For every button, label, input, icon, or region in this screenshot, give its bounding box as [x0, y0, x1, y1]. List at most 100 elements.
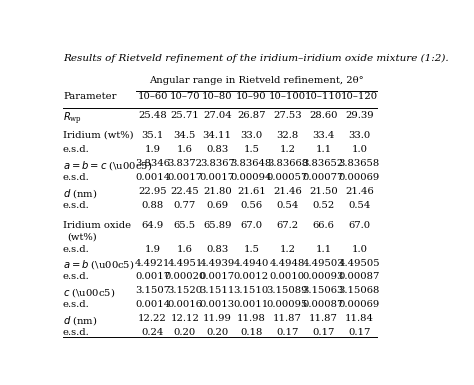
- Text: 0.0017: 0.0017: [200, 273, 235, 281]
- Text: 10–110: 10–110: [305, 92, 342, 101]
- Text: 11.99: 11.99: [203, 314, 232, 323]
- Text: 21.50: 21.50: [309, 187, 338, 196]
- Text: 0.83: 0.83: [206, 244, 228, 254]
- Text: 10–80: 10–80: [202, 92, 233, 101]
- Text: Angular range in Rietveld refinement, 2θ°: Angular range in Rietveld refinement, 2θ…: [149, 76, 364, 85]
- Text: 3.15068: 3.15068: [339, 286, 380, 295]
- Text: 1.1: 1.1: [315, 244, 331, 254]
- Text: 0.83: 0.83: [206, 145, 228, 154]
- Text: 21.46: 21.46: [273, 187, 302, 196]
- Text: 0.0012: 0.0012: [234, 273, 269, 281]
- Text: 4.4951: 4.4951: [167, 258, 202, 268]
- Text: 1.2: 1.2: [279, 145, 295, 154]
- Text: 35.1: 35.1: [141, 131, 164, 140]
- Text: 11.98: 11.98: [237, 314, 266, 323]
- Text: $d$ (nm): $d$ (nm): [63, 314, 98, 327]
- Text: 1.5: 1.5: [243, 244, 259, 254]
- Text: 0.88: 0.88: [141, 201, 164, 210]
- Text: 22.45: 22.45: [171, 187, 199, 196]
- Text: 0.00093: 0.00093: [303, 273, 344, 281]
- Text: $R_\mathregular{wp}$: $R_\mathregular{wp}$: [63, 111, 82, 127]
- Text: 3.1511: 3.1511: [200, 286, 235, 295]
- Text: 0.00069: 0.00069: [339, 173, 380, 182]
- Text: 3.83658: 3.83658: [339, 159, 380, 168]
- Text: 3.83648: 3.83648: [231, 159, 272, 168]
- Text: e.s.d.: e.s.d.: [63, 300, 90, 309]
- Text: 3.1510: 3.1510: [234, 286, 269, 295]
- Text: 0.00095: 0.00095: [267, 300, 308, 309]
- Text: 3.8367: 3.8367: [200, 159, 235, 168]
- Text: 0.00057: 0.00057: [267, 173, 308, 182]
- Text: $d$ (nm): $d$ (nm): [63, 187, 98, 200]
- Text: 10–100: 10–100: [269, 92, 306, 101]
- Text: 67.0: 67.0: [240, 221, 263, 230]
- Text: 21.61: 21.61: [237, 187, 266, 196]
- Text: e.s.d.: e.s.d.: [63, 201, 90, 210]
- Text: $a = b = c$ (\u00c5): $a = b = c$ (\u00c5): [63, 159, 152, 172]
- Text: 12.22: 12.22: [138, 314, 167, 323]
- Text: 3.1520: 3.1520: [167, 286, 202, 295]
- Text: 4.4939: 4.4939: [200, 258, 235, 268]
- Text: 11.87: 11.87: [309, 314, 338, 323]
- Text: 1.6: 1.6: [177, 145, 193, 154]
- Text: 0.20: 0.20: [174, 328, 196, 337]
- Text: 22.95: 22.95: [138, 187, 167, 196]
- Text: 0.0013: 0.0013: [200, 300, 235, 309]
- Text: e.s.d.: e.s.d.: [63, 273, 90, 281]
- Text: 0.0014: 0.0014: [135, 173, 170, 182]
- Text: 3.1507: 3.1507: [135, 286, 170, 295]
- Text: 0.00069: 0.00069: [339, 300, 380, 309]
- Text: 3.83652: 3.83652: [303, 159, 344, 168]
- Text: 4.4940: 4.4940: [234, 258, 269, 268]
- Text: 25.71: 25.71: [171, 111, 199, 120]
- Text: 11.84: 11.84: [345, 314, 374, 323]
- Text: Iridium (wt%): Iridium (wt%): [63, 131, 134, 140]
- Text: 3.15063: 3.15063: [303, 286, 344, 295]
- Text: 0.0017: 0.0017: [135, 273, 170, 281]
- Text: 0.54: 0.54: [276, 201, 299, 210]
- Text: 27.53: 27.53: [273, 111, 301, 120]
- Text: 4.4948: 4.4948: [270, 258, 305, 268]
- Text: 10–120: 10–120: [341, 92, 378, 101]
- Text: e.s.d.: e.s.d.: [63, 244, 90, 254]
- Text: 0.69: 0.69: [206, 201, 228, 210]
- Text: Results of Rietveld refinement of the iridium–iridium oxide mixture (1:2).: Results of Rietveld refinement of the ir…: [63, 54, 448, 63]
- Text: 1.6: 1.6: [177, 244, 193, 254]
- Text: (wt%): (wt%): [67, 233, 97, 242]
- Text: 65.89: 65.89: [203, 221, 231, 230]
- Text: 0.54: 0.54: [348, 201, 371, 210]
- Text: 0.20: 0.20: [206, 328, 228, 337]
- Text: 0.00087: 0.00087: [339, 273, 380, 281]
- Text: 1.1: 1.1: [315, 145, 331, 154]
- Text: 0.52: 0.52: [312, 201, 335, 210]
- Text: 3.15089: 3.15089: [266, 286, 308, 295]
- Text: 1.0: 1.0: [351, 244, 367, 254]
- Text: 1.9: 1.9: [145, 145, 161, 154]
- Text: 34.5: 34.5: [173, 131, 196, 140]
- Text: 4.4921: 4.4921: [135, 258, 170, 268]
- Text: 0.0014: 0.0014: [135, 300, 170, 309]
- Text: 0.56: 0.56: [240, 201, 263, 210]
- Text: 21.46: 21.46: [345, 187, 374, 196]
- Text: Parameter: Parameter: [63, 92, 117, 101]
- Text: e.s.d.: e.s.d.: [63, 173, 90, 182]
- Text: 11.87: 11.87: [273, 314, 302, 323]
- Text: 33.4: 33.4: [312, 131, 335, 140]
- Text: 1.5: 1.5: [243, 145, 259, 154]
- Text: 0.24: 0.24: [141, 328, 164, 337]
- Text: 3.8372: 3.8372: [167, 159, 202, 168]
- Text: 0.00020: 0.00020: [164, 273, 206, 281]
- Text: Iridium oxide: Iridium oxide: [63, 221, 131, 230]
- Text: 3.8346: 3.8346: [135, 159, 170, 168]
- Text: 0.0017: 0.0017: [200, 173, 235, 182]
- Text: 4.49505: 4.49505: [338, 258, 380, 268]
- Text: 0.17: 0.17: [276, 328, 299, 337]
- Text: e.s.d.: e.s.d.: [63, 145, 90, 154]
- Text: 0.17: 0.17: [348, 328, 371, 337]
- Text: 0.00087: 0.00087: [303, 300, 344, 309]
- Text: 3.83668: 3.83668: [267, 159, 308, 168]
- Text: 0.0011: 0.0011: [234, 300, 269, 309]
- Text: 10–70: 10–70: [170, 92, 200, 101]
- Text: 34.11: 34.11: [203, 131, 232, 140]
- Text: 0.77: 0.77: [174, 201, 196, 210]
